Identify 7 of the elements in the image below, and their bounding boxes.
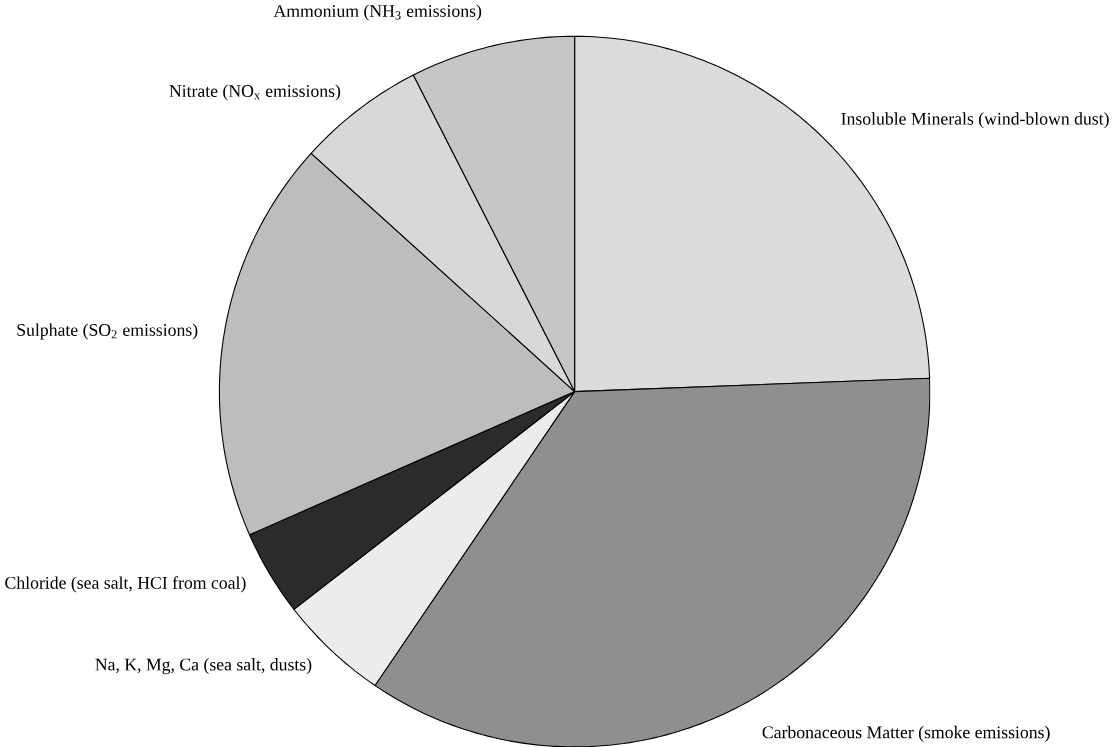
slice-label: Na, K, Mg, Ca (sea salt, dusts) [95,657,312,674]
slice-label: Sulphate (SO$_{2}$ emissions) [17,323,198,340]
slice-label: Nitrate (NO$_{x}$ emissions) [169,84,341,101]
slice-label: Chloride (sea salt, HCI from coal) [5,575,246,593]
slice-label: Insoluble Minerals (wind-blown dust) [841,112,1109,129]
slice-label: Carbonaceous Matter (smoke emissions) [762,725,1050,742]
slice-label: Ammonium (NH$_{3}$ emissions) [273,4,482,21]
